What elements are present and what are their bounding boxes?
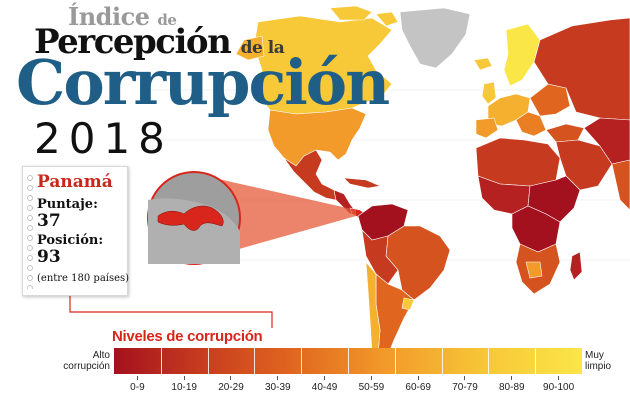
rank-value: 93 bbox=[37, 247, 61, 267]
title-line1: Índice de bbox=[68, 2, 177, 31]
legend-range-label: 0-9 bbox=[130, 382, 145, 393]
legend-separator bbox=[254, 348, 256, 374]
legend-tick-mark bbox=[511, 376, 513, 380]
rank-note: (entre 180 países) bbox=[37, 273, 130, 284]
legend-range-label: 40-49 bbox=[311, 382, 338, 393]
legend-separator bbox=[160, 348, 162, 374]
legend-range-label: 20-29 bbox=[218, 382, 244, 393]
title-year: 2018 bbox=[34, 114, 173, 163]
legend-range-label: 60-69 bbox=[405, 382, 431, 393]
legend-range-5: 50-59 bbox=[348, 376, 395, 393]
country-iran-central-asia bbox=[583, 117, 630, 165]
score-value: 37 bbox=[37, 211, 61, 231]
panama-zoom-circle bbox=[147, 171, 241, 265]
country-north-africa bbox=[475, 137, 561, 187]
legend-separator bbox=[441, 348, 443, 374]
legend-range-7: 70-79 bbox=[442, 376, 489, 393]
country-scandinavia bbox=[503, 23, 541, 87]
country-caribbean bbox=[343, 177, 381, 189]
legend-tick-mark bbox=[277, 376, 279, 380]
legend-separator bbox=[207, 348, 209, 374]
legend-range-9: 90-100 bbox=[535, 376, 582, 393]
legend-range-label: 30-39 bbox=[265, 382, 291, 393]
legend-range-2: 20-29 bbox=[208, 376, 255, 393]
title-line2: Percepción de la bbox=[34, 22, 285, 62]
rank-label: Posición: bbox=[37, 233, 104, 248]
country-iceland bbox=[473, 57, 493, 71]
legend-separator bbox=[348, 348, 349, 374]
country-info-card: Panamá Puntaje: 37 Posición: 93 (entre 1… bbox=[22, 166, 130, 296]
legend-tick-mark bbox=[370, 376, 372, 380]
country-alaska bbox=[235, 35, 265, 61]
legend-range-label: 90-100 bbox=[543, 382, 575, 393]
country-canada-islands bbox=[329, 5, 399, 27]
legend-color-bar bbox=[114, 348, 582, 374]
country-iberia bbox=[475, 117, 499, 139]
legend-separator bbox=[488, 348, 490, 374]
legend-tick-mark bbox=[136, 376, 138, 380]
title-line3: Corrupción bbox=[16, 46, 390, 119]
legend-ticks: 0-9 10-19 20-29 30-39 40-49 50-59 60-69 70-79 80… bbox=[114, 376, 582, 400]
legend-range-3: 30-39 bbox=[254, 376, 301, 393]
country-eastern-europe bbox=[529, 83, 571, 117]
country-turkey bbox=[545, 123, 585, 143]
country-madagascar bbox=[569, 251, 583, 281]
legend-separator bbox=[535, 348, 537, 374]
legend-tick-mark bbox=[417, 376, 419, 380]
country-canada bbox=[253, 15, 393, 115]
legend-tick-mark bbox=[558, 376, 560, 380]
country-uruguay bbox=[401, 297, 415, 311]
country-greenland bbox=[399, 7, 471, 69]
country-middle-east bbox=[555, 139, 613, 191]
legend-range-label: 50-59 bbox=[358, 382, 385, 393]
legend-tick-mark bbox=[464, 376, 466, 380]
legend-range-label: 80-89 bbox=[499, 382, 525, 393]
country-usa bbox=[267, 107, 367, 167]
legend-range-1: 10-19 bbox=[161, 376, 208, 393]
country-botswana bbox=[525, 261, 543, 279]
panama-zoom-shape bbox=[157, 205, 224, 231]
leader-line bbox=[69, 290, 273, 328]
legend-range-label: 70-79 bbox=[452, 382, 478, 393]
legend-high-end-label: Muy limpio bbox=[585, 350, 612, 372]
country-uk bbox=[481, 81, 497, 105]
legend-range-label: 10-19 bbox=[171, 382, 197, 393]
callout-cone bbox=[214, 178, 356, 256]
legend-tick-mark bbox=[324, 376, 326, 380]
legend-range-0: 0-9 bbox=[114, 376, 161, 393]
legend-title: Niveles de corrupción bbox=[112, 328, 263, 345]
legend-range-6: 60-69 bbox=[395, 376, 442, 393]
country-mexico bbox=[283, 149, 337, 201]
legend-tick-mark bbox=[183, 376, 185, 380]
legend-tick-mark bbox=[230, 376, 232, 380]
country-south-asia bbox=[611, 159, 630, 211]
notebook-rings bbox=[26, 173, 34, 289]
legend-separator bbox=[301, 348, 303, 374]
country-name: Panamá bbox=[37, 172, 113, 192]
legend-low-end-label: Alto corrupción bbox=[63, 350, 110, 372]
legend-range-4: 40-49 bbox=[301, 376, 348, 393]
legend-range-8: 80-89 bbox=[488, 376, 535, 393]
legend-separator bbox=[394, 348, 396, 374]
country-peru-bolivia bbox=[361, 229, 399, 285]
score-label: Puntaje: bbox=[37, 197, 98, 212]
